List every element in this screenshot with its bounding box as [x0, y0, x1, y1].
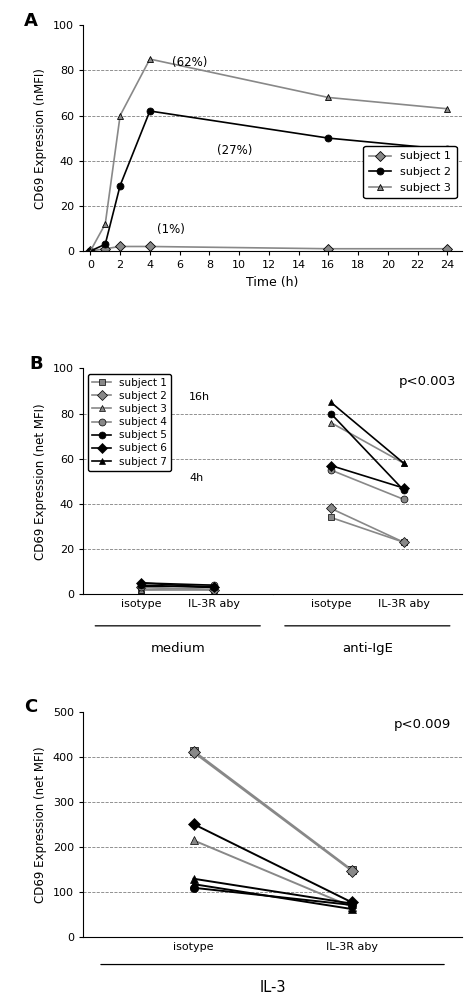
Text: 4h: 4h	[189, 474, 203, 484]
subject 1	[147, 241, 153, 253]
subject 1	[326, 243, 331, 255]
subject 3	[147, 53, 153, 66]
Y-axis label: CD69 Expression (nMFI): CD69 Expression (nMFI)	[35, 68, 47, 209]
Text: p<0.009: p<0.009	[393, 719, 451, 732]
subject 2	[445, 143, 450, 155]
subject 1	[102, 243, 108, 255]
subject 2	[117, 179, 123, 192]
Legend: subject 1, subject 2, subject 3: subject 1, subject 2, subject 3	[364, 146, 456, 199]
subject 3	[445, 103, 450, 115]
Text: medium: medium	[150, 642, 205, 654]
Text: p<0.003: p<0.003	[399, 375, 456, 388]
subject 2	[102, 238, 108, 250]
subject 3	[88, 245, 93, 257]
X-axis label: Time (h): Time (h)	[246, 275, 299, 288]
Text: (62%): (62%)	[172, 55, 208, 69]
Text: B: B	[30, 355, 44, 373]
subject 3	[102, 218, 108, 230]
Text: C: C	[24, 699, 37, 716]
subject 1	[117, 241, 123, 253]
Text: IL-3: IL-3	[259, 981, 286, 995]
Legend: subject 1, subject 2, subject 3, subject 4, subject 5, subject 6, subject 7: subject 1, subject 2, subject 3, subject…	[88, 374, 172, 471]
subject 1	[88, 245, 93, 257]
subject 2	[147, 105, 153, 117]
Text: 16h: 16h	[189, 392, 210, 402]
Y-axis label: CD69 Expression (net MFI): CD69 Expression (net MFI)	[34, 746, 47, 903]
Text: (27%): (27%)	[217, 144, 252, 157]
Line: subject 1: subject 1	[87, 243, 451, 254]
Text: anti-IgE: anti-IgE	[342, 642, 393, 654]
subject 3	[326, 92, 331, 104]
Line: subject 2: subject 2	[87, 108, 451, 254]
Text: A: A	[24, 12, 38, 29]
Y-axis label: CD69 Expression (net MFI): CD69 Expression (net MFI)	[35, 403, 47, 559]
Line: subject 3: subject 3	[87, 55, 451, 254]
Text: (1%): (1%)	[157, 223, 185, 236]
subject 1	[445, 243, 450, 255]
subject 2	[326, 132, 331, 144]
subject 2	[88, 245, 93, 257]
subject 3	[117, 110, 123, 122]
